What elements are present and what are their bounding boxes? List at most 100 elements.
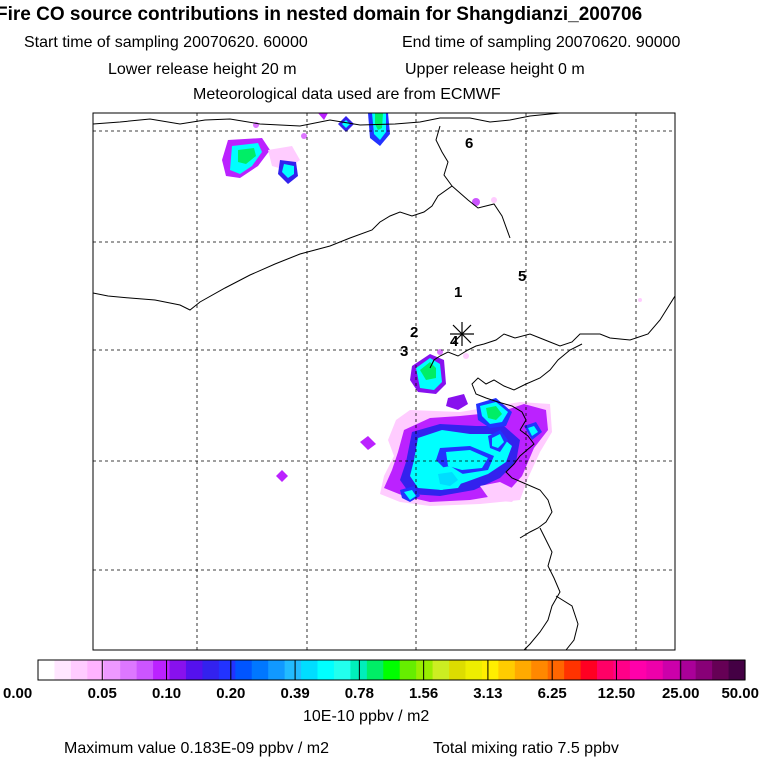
colorbar-swatch — [218, 660, 236, 680]
colorbar-tick-label: 0.05 — [88, 685, 117, 702]
plume-magenta — [318, 113, 328, 120]
plume-green — [238, 148, 256, 164]
marker-1: 1 — [454, 284, 462, 301]
colorbar-swatch — [712, 660, 730, 680]
lower-release-height: Lower release height 20 m — [108, 61, 297, 78]
plume-cyan — [492, 434, 504, 448]
colorbar-swatch — [613, 660, 631, 680]
colorbar-swatch — [662, 660, 680, 680]
plume-green — [486, 406, 502, 420]
colorbar-swatch — [120, 660, 138, 680]
colorbar-swatch — [136, 660, 154, 680]
colorbar-swatch — [202, 660, 220, 680]
colorbar-swatch — [284, 660, 302, 680]
coastline — [555, 595, 579, 650]
upper-release-height: Upper release height 0 m — [405, 61, 585, 78]
colorbar-tick-label: 0.00 — [3, 685, 32, 702]
coastline — [93, 113, 561, 127]
plume-cyan — [282, 164, 294, 178]
grid-layer — [93, 113, 675, 650]
colorbar-swatch — [87, 660, 105, 680]
colorbar-swatch — [54, 660, 72, 680]
colorbar-swatch — [547, 660, 565, 680]
colorbar-tick-label: 0.39 — [280, 685, 309, 702]
colorbar-tick-label: 1.56 — [409, 685, 438, 702]
plume-cyan — [528, 426, 538, 436]
colorbar-swatch — [695, 660, 713, 680]
colorbar-ticks: 0.00 0.05 0.10 0.20 0.39 0.78 1.56 3.13 6.25 12.5… — [3, 660, 759, 702]
plume-cyan — [404, 490, 416, 500]
colorbar-tick-label: 12.50 — [598, 685, 636, 702]
colorbar-tick-label: 6.25 — [538, 685, 567, 702]
colorbar-swatch — [646, 660, 664, 680]
colorbar-swatch — [432, 660, 450, 680]
colorbar-swatch — [70, 660, 88, 680]
plume-speck — [437, 349, 443, 355]
colorbar-tick-label: 3.13 — [473, 685, 502, 702]
marker-labels: 1 2 3 4 5 6 — [400, 135, 526, 360]
plume-magenta — [360, 436, 376, 450]
plume-magenta — [276, 470, 288, 482]
colorbar-swatch — [153, 660, 171, 680]
marker-2: 2 — [410, 324, 418, 341]
coastline — [429, 295, 675, 369]
colorbar-swatch — [597, 660, 615, 680]
colorbar-swatch — [580, 660, 598, 680]
colorbar-swatch — [564, 660, 582, 680]
maximum-value: Maximum value 0.183E-09 ppbv / m2 — [64, 740, 330, 757]
total-mixing-ratio: Total mixing ratio 7.5 ppbv — [433, 740, 619, 757]
plume-speck — [463, 353, 469, 359]
colorbar-swatch — [481, 660, 499, 680]
coastline-layer — [93, 113, 675, 650]
colorbar-tick-label: 25.00 — [662, 685, 700, 702]
colorbar-swatch — [251, 660, 269, 680]
plume-green — [420, 362, 436, 380]
colorbar-tick-label: 50.00 — [721, 685, 759, 702]
colorbar-swatch — [531, 660, 549, 680]
colorbar-swatch — [317, 660, 335, 680]
colorbar-swatch — [268, 660, 286, 680]
colorbar — [38, 660, 746, 680]
marker-5: 5 — [518, 268, 526, 285]
colorbar-tick-label: 0.20 — [216, 685, 245, 702]
coastline — [451, 185, 511, 239]
colorbar-swatch — [728, 660, 746, 680]
plume-cyan — [446, 450, 488, 470]
colorbar-swatch — [103, 660, 121, 680]
colorbar-swatch — [383, 660, 401, 680]
colorbar-swatch — [38, 660, 56, 680]
colorbar-swatch — [629, 660, 647, 680]
end-sampling-time: End time of sampling 20070620. 90000 — [402, 34, 681, 51]
colorbar-swatch — [498, 660, 516, 680]
plume-layer — [222, 113, 642, 506]
colorbar-units: 10E-10 ppbv / m2 — [303, 708, 430, 725]
plume-speck — [472, 198, 480, 206]
colorbar-swatch — [366, 660, 384, 680]
plume-purple — [446, 394, 468, 410]
start-sampling-time: Start time of sampling 20070620. 60000 — [24, 34, 308, 51]
colorbar-swatch — [679, 660, 697, 680]
colorbar-swatch — [333, 660, 351, 680]
plume-speck — [301, 133, 307, 139]
colorbar-swatch — [301, 660, 319, 680]
coastline — [93, 125, 453, 311]
colorbar-swatch — [399, 660, 417, 680]
receptor-asterisk-icon — [450, 322, 474, 346]
plume-speck — [638, 298, 642, 302]
coastline — [505, 429, 553, 539]
marker-6: 6 — [465, 135, 473, 152]
plume-green — [375, 113, 383, 130]
plume-speck — [491, 197, 497, 203]
colorbar-swatch — [185, 660, 204, 680]
chart-title: Fire CO source contributions in nested d… — [0, 4, 643, 25]
plume-light-pink — [480, 482, 520, 502]
colorbar-tick-label: 0.78 — [345, 685, 374, 702]
colorbar-swatch — [416, 660, 434, 680]
colorbar-swatch — [514, 660, 532, 680]
colorbar-swatch — [465, 660, 483, 680]
plume-green — [438, 472, 458, 486]
marker-4: 4 — [450, 333, 459, 350]
meteorological-data-source: Meteorological data used are from ECMWF — [193, 86, 501, 103]
colorbar-swatch — [169, 660, 187, 680]
